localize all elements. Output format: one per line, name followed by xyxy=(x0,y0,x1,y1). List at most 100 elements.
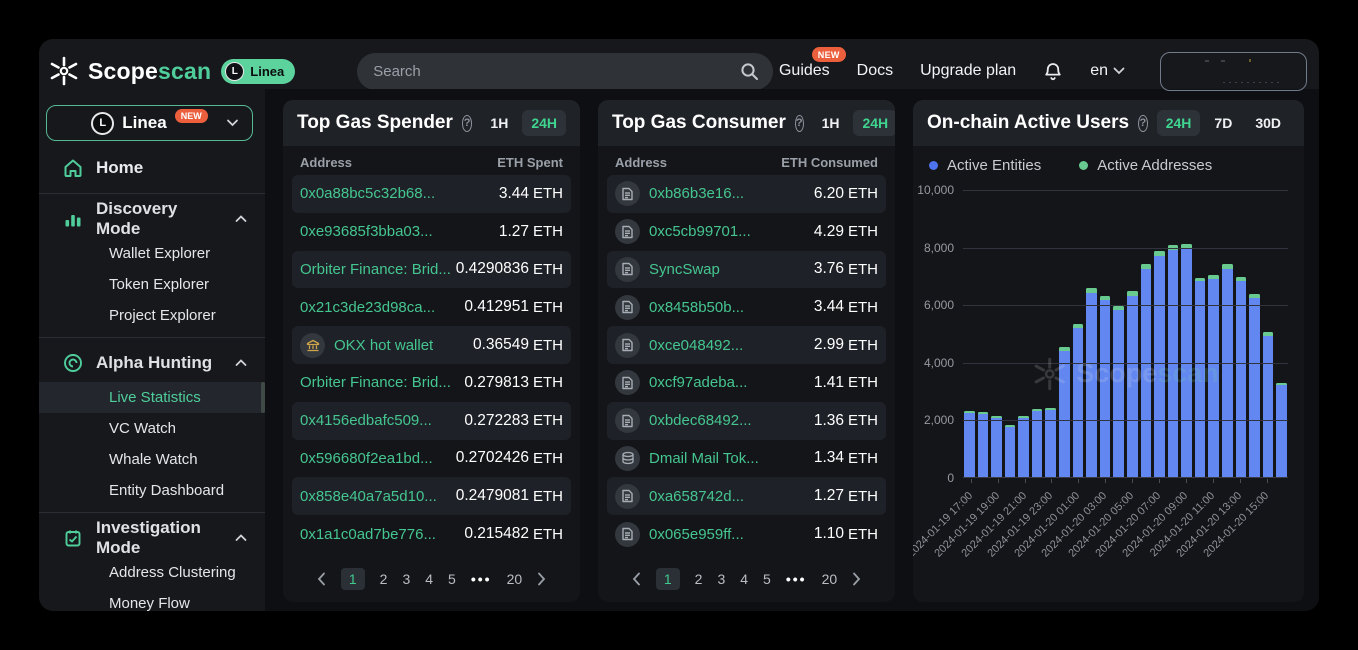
legend-active-entities[interactable]: Active Entities xyxy=(929,157,1041,174)
help-icon[interactable]: ? xyxy=(461,114,473,132)
address-link[interactable]: 0x21c3de23d98ca... xyxy=(300,298,436,316)
pagination-page-2[interactable]: 2 xyxy=(379,571,388,587)
sidebar-network-selector[interactable]: L Linea NEW xyxy=(46,105,253,141)
time-filter-7d[interactable]: 7D xyxy=(1214,115,1233,131)
address-link[interactable]: 0x1a1c0ad7be776... xyxy=(300,525,436,543)
pagination-page-20[interactable]: 20 xyxy=(821,571,838,587)
nav-upgrade-plan[interactable]: Upgrade plan xyxy=(920,62,1017,79)
address-link[interactable]: Orbiter Finance: Brid... xyxy=(300,374,451,392)
search-input[interactable] xyxy=(373,62,741,80)
chart-bar[interactable] xyxy=(1249,294,1260,477)
chart-bar[interactable] xyxy=(1181,243,1192,477)
chart-bar[interactable] xyxy=(1099,295,1111,477)
search-icon[interactable] xyxy=(740,62,759,81)
time-filter-24h[interactable]: 24H xyxy=(1156,110,1201,136)
chart-bar[interactable] xyxy=(1086,288,1097,477)
address-link[interactable]: 0xe93685f3bba03... xyxy=(300,223,433,241)
sidebar-item-project-explorer[interactable]: Project Explorer xyxy=(109,307,216,324)
chart-bar[interactable] xyxy=(1059,347,1070,477)
pagination-page-5[interactable]: 5 xyxy=(448,571,456,587)
chart-bar[interactable] xyxy=(1031,409,1043,477)
chart-bar[interactable] xyxy=(1194,278,1206,477)
chart-bar[interactable] xyxy=(1221,263,1233,477)
address-link[interactable]: OKX hot wallet xyxy=(334,336,434,354)
nav-docs[interactable]: Docs xyxy=(856,62,894,79)
sidebar-group-discovery-mode[interactable]: Discovery Mode xyxy=(39,199,265,238)
chart-bar[interactable] xyxy=(1072,324,1084,477)
chart-bar[interactable] xyxy=(1045,407,1057,477)
time-filter-24h[interactable]: 24H xyxy=(853,110,895,136)
chart-bar[interactable] xyxy=(991,416,1002,477)
address-link[interactable]: 0x596680f2ea1bd... xyxy=(300,449,433,467)
pagination-prev-icon[interactable] xyxy=(317,572,326,586)
pagination-page-3[interactable]: 3 xyxy=(402,571,411,587)
x-axis-tick xyxy=(1212,479,1214,483)
search-bar[interactable] xyxy=(357,52,774,90)
pagination-prev-icon[interactable] xyxy=(632,572,641,586)
sidebar-group-alpha-hunting[interactable]: Alpha Hunting xyxy=(39,344,265,382)
time-filter-30d[interactable]: 30D xyxy=(1255,115,1281,131)
chart-bar[interactable] xyxy=(977,411,989,477)
language-selector[interactable]: en xyxy=(1090,62,1125,80)
address-link[interactable]: 0xa658742d... xyxy=(649,487,745,505)
address-link[interactable]: 0xc5cb99701... xyxy=(649,223,751,241)
address-link[interactable]: 0x858e40a7a5d10... xyxy=(300,487,437,505)
chart-bar[interactable] xyxy=(1018,416,1029,477)
address-link[interactable]: 0xb86b3e16... xyxy=(649,185,745,203)
address-link[interactable]: 0xbdec68492... xyxy=(649,412,752,430)
chart-bar[interactable] xyxy=(1004,424,1016,477)
pagination-page-20[interactable]: 20 xyxy=(506,571,523,587)
pagination-page-1[interactable]: 1 xyxy=(655,568,680,590)
address-link[interactable]: 0x4156edbafc509... xyxy=(300,412,432,430)
sidebar-item-address-clustering[interactable]: Address Clustering xyxy=(109,564,236,581)
network-badge[interactable]: L Linea xyxy=(221,58,296,84)
pagination-page-1[interactable]: 1 xyxy=(340,568,365,590)
pagination-ellipsis[interactable]: ••• xyxy=(785,571,807,587)
pagination-page-4[interactable]: 4 xyxy=(425,571,434,587)
address-link[interactable]: 0xcf97adeba... xyxy=(649,374,748,392)
sidebar-item-vc-watch[interactable]: VC Watch xyxy=(109,420,176,437)
pagination-page-4[interactable]: 4 xyxy=(740,571,749,587)
address-link[interactable]: Orbiter Finance: Brid... xyxy=(300,260,451,278)
chart-bar[interactable] xyxy=(964,410,975,477)
time-filter-1h[interactable]: 1H xyxy=(821,115,840,131)
pagination-page-3[interactable]: 3 xyxy=(717,571,726,587)
chart-bar[interactable] xyxy=(1126,291,1138,477)
help-icon[interactable]: ? xyxy=(1138,114,1148,132)
chart-bar[interactable] xyxy=(1113,305,1124,477)
chart-bar[interactable] xyxy=(1140,263,1152,477)
pagination-next-icon[interactable] xyxy=(537,572,546,586)
sidebar-item-whale-watch[interactable]: Whale Watch xyxy=(109,451,198,468)
chart-bar[interactable] xyxy=(1208,275,1219,477)
time-filter-1h[interactable]: 1H xyxy=(490,115,509,131)
sidebar-item-money-flow[interactable]: Money Flow xyxy=(109,595,190,611)
notification-bell-icon[interactable] xyxy=(1043,61,1063,82)
pagination-page-2[interactable]: 2 xyxy=(694,571,703,587)
pagination-ellipsis[interactable]: ••• xyxy=(470,571,492,587)
sidebar-item-entity-dashboard[interactable]: Entity Dashboard xyxy=(109,482,225,499)
sidebar-item-home[interactable]: Home xyxy=(39,149,265,187)
help-icon[interactable]: ? xyxy=(794,114,804,132)
address-link[interactable]: 0x8458b50b... xyxy=(649,298,745,316)
sidebar-item-token-explorer[interactable]: Token Explorer xyxy=(109,276,210,293)
address-link[interactable]: Dmail Mail Tok... xyxy=(649,449,759,467)
chart-bar[interactable] xyxy=(1167,245,1179,477)
pagination-page-5[interactable]: 5 xyxy=(763,571,771,587)
nav-guides[interactable]: Guides NEW xyxy=(779,47,846,80)
address-link[interactable]: SyncSwap xyxy=(649,260,720,278)
scopescan-logo[interactable]: Scopescan xyxy=(49,56,211,86)
legend-active-addresses[interactable]: Active Addresses xyxy=(1079,157,1212,174)
chart-bar[interactable] xyxy=(1154,250,1165,477)
chart-bar[interactable] xyxy=(1235,276,1247,477)
chart-bar[interactable] xyxy=(1262,331,1274,477)
address-link[interactable]: 0x065e959ff... xyxy=(649,525,744,543)
sidebar-item-wallet-explorer[interactable]: Wallet Explorer xyxy=(109,245,211,262)
sidebar-item-live-statistics[interactable]: Live Statistics xyxy=(39,382,265,413)
chart-bar[interactable] xyxy=(1276,382,1287,477)
time-filter-24h[interactable]: 24H xyxy=(522,110,566,136)
sidebar-group-investigation-mode[interactable]: Investigation Mode xyxy=(39,518,265,557)
pagination-next-icon[interactable] xyxy=(852,572,861,586)
wallet-button[interactable] xyxy=(1160,51,1307,91)
address-link[interactable]: 0xce048492... xyxy=(649,336,744,354)
address-link[interactable]: 0x0a88bc5c32b68... xyxy=(300,185,436,203)
